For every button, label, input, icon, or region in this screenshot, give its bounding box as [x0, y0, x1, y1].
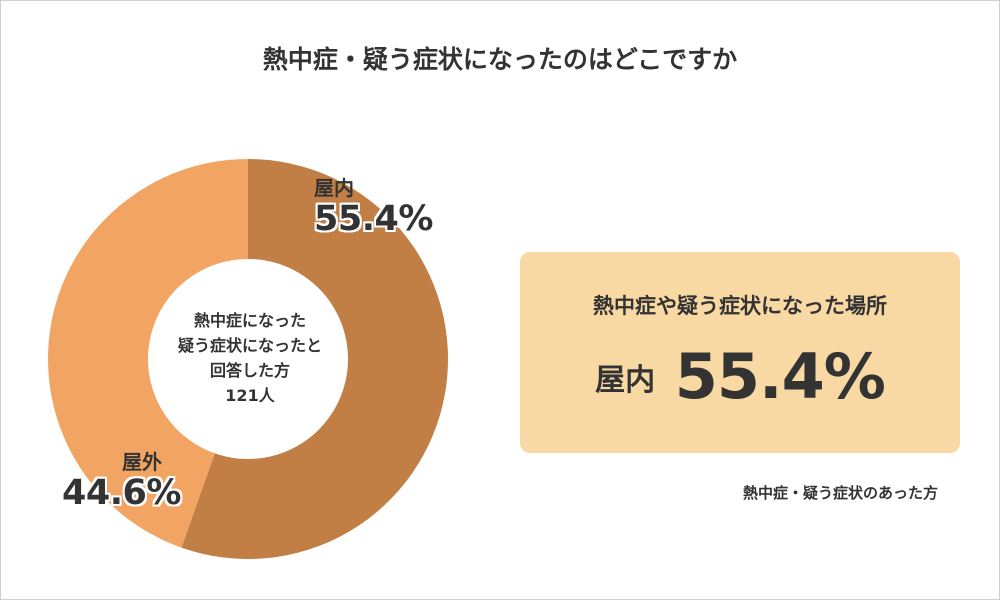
highlight-value: 55.4%	[674, 340, 886, 413]
slice-label-indoor-name: 屋内	[314, 176, 354, 200]
highlight-result: 屋内 55.4%	[520, 340, 960, 413]
slice-label-outdoor-value: 44.6%	[62, 473, 181, 513]
slice-label-indoor: 屋内 55.4%	[314, 176, 433, 238]
donut-hole	[148, 259, 348, 459]
footnote: 熱中症・疑う症状のあった方	[742, 484, 938, 502]
center-text-line-3: 回答した方	[209, 361, 290, 380]
slice-label-indoor-value: 55.4%	[314, 199, 433, 239]
highlight-box: 熱中症や疑う症状になった場所 屋内 55.4%	[520, 252, 960, 453]
slice-outdoor	[48, 159, 248, 548]
slice-label-outdoor: 屋外 44.6%	[62, 450, 181, 512]
highlight-category: 屋内	[595, 362, 656, 398]
slice-label-outdoor-name: 屋外	[122, 450, 162, 474]
highlight-title: 熱中症や疑う症状になった場所	[593, 294, 887, 318]
center-text-line-4: 121人	[225, 386, 275, 405]
center-text-line-2: 疑う症状になったと	[177, 336, 322, 355]
chart-title: 熱中症・疑う症状になったのはどこですか	[262, 45, 738, 74]
donut-center-text: 熱中症になった 疑う症状になったと 回答した方 121人	[150, 308, 350, 408]
center-text-line-1: 熱中症になった	[193, 311, 306, 330]
